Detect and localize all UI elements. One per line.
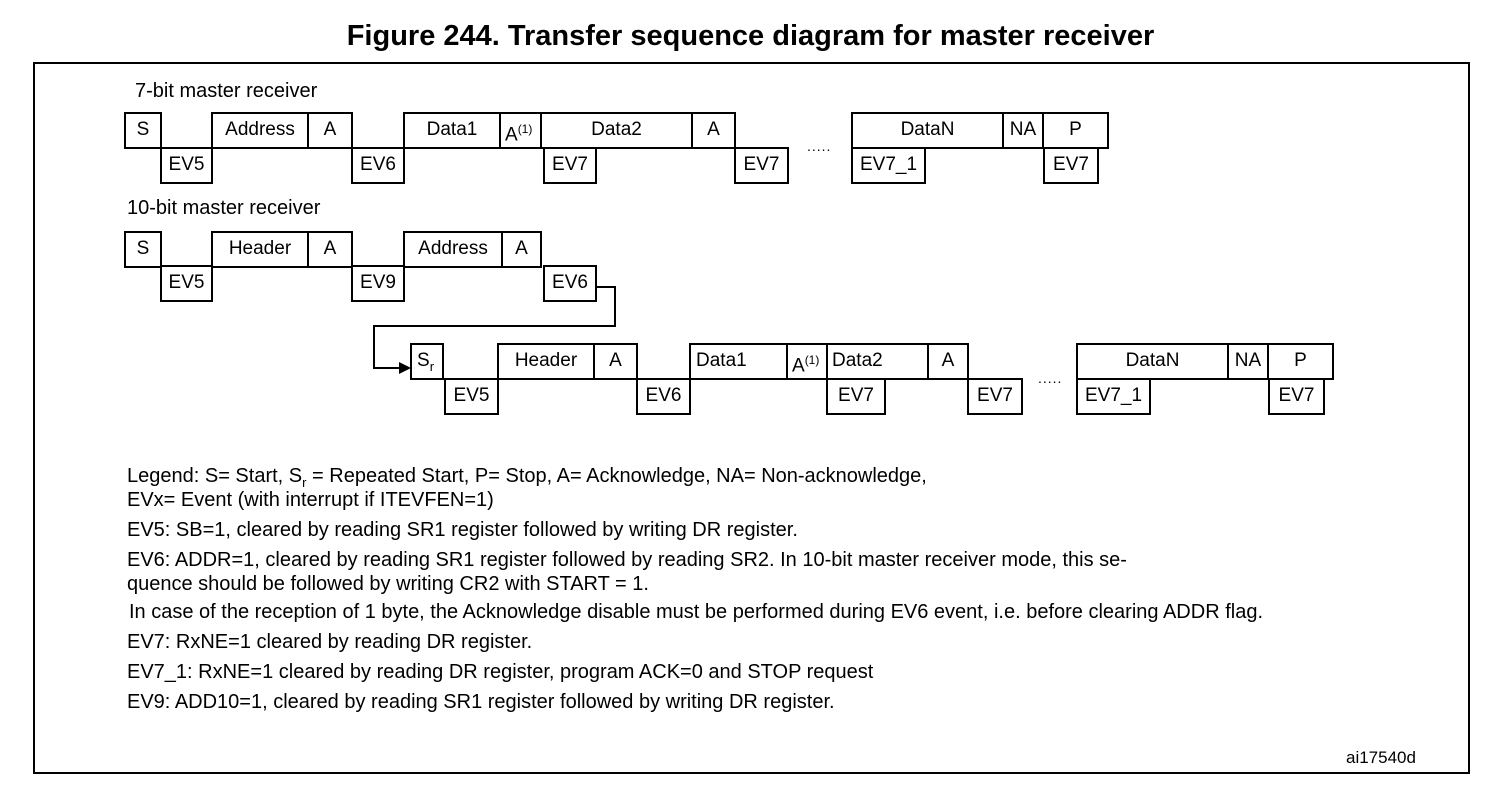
ev7-cell: EV7 [1268,378,1325,415]
legend-line-1: Legend: S= Start, Sr = Repeated Start, P… [127,465,927,490]
address-cell: Address [211,112,309,149]
header-cell: Header [497,343,595,380]
ev7-1-cell: EV7_1 [851,147,926,184]
ev7-cell: EV7 [543,147,597,184]
datan-cell: DataN [1076,343,1229,380]
data2-cell: Data2 [826,343,929,380]
legend-ev6: EV6: ADDR=1, cleared by reading SR1 regi… [127,549,1127,571]
ev7-cell: EV7 [1043,147,1099,184]
ack-cell: A [501,231,542,268]
ack-cell: A [691,112,736,149]
legend-ev6-cont: quence should be followed by writing CR2… [127,573,649,595]
ev6-cell: EV6 [543,265,597,302]
datan-cell: DataN [851,112,1004,149]
ack-cell: A [307,112,353,149]
ev7-cell: EV7 [734,147,789,184]
legend-ev7-1: EV7_1: RxNE=1 cleared by reading DR regi… [127,661,874,683]
legend-ev5: EV5: SB=1, cleared by reading SR1 regist… [127,519,798,541]
ack-note-cell: A(1) [499,112,542,149]
ev9-cell: EV9 [351,265,405,302]
nack-cell: NA [1002,112,1044,149]
start-cell: S [124,231,162,268]
ev6-cell: EV6 [636,378,691,415]
legend-ev7: EV7: RxNE=1 cleared by reading DR regist… [127,631,533,653]
stop-cell: P [1267,343,1334,380]
repeated-start-cell: Sr [410,343,444,380]
legend-ev6-note: In case of the reception of 1 byte, the … [129,601,1263,623]
ack-cell: A [927,343,969,380]
ev5-cell: EV5 [160,147,213,184]
start-cell: S [124,112,162,149]
legend-line-2: EVx= Event (with interrupt if ITEVFEN=1) [127,489,494,511]
ack-cell: A [593,343,638,380]
figure-title: Figure 244. Transfer sequence diagram fo… [346,20,1155,52]
ev5-cell: EV5 [160,265,213,302]
figure-reference: ai17540d [1346,748,1416,767]
ten-bit-label: 10-bit master receiver [127,197,321,219]
address-cell: Address [403,231,503,268]
ev5-cell: EV5 [444,378,499,415]
seven-bit-label: 7-bit master receiver [135,80,318,102]
nack-cell: NA [1227,343,1269,380]
stop-cell: P [1042,112,1109,149]
figure-frame [33,62,1470,774]
data1-cell: Data1 [403,112,501,149]
continuation-dots: ..... [1038,370,1063,386]
ack-cell: A [307,231,353,268]
data2-cell: Data2 [540,112,693,149]
ev6-cell: EV6 [351,147,405,184]
ev7-1-cell: EV7_1 [1076,378,1151,415]
legend-ev9: EV9: ADD10=1, cleared by reading SR1 reg… [127,691,835,713]
ev7-cell: EV7 [826,378,886,415]
continuation-dots: ..... [807,138,832,154]
ack-note-cell: A(1) [786,343,828,380]
ev7-cell: EV7 [967,378,1023,415]
data1-cell: Data1 [689,343,788,380]
